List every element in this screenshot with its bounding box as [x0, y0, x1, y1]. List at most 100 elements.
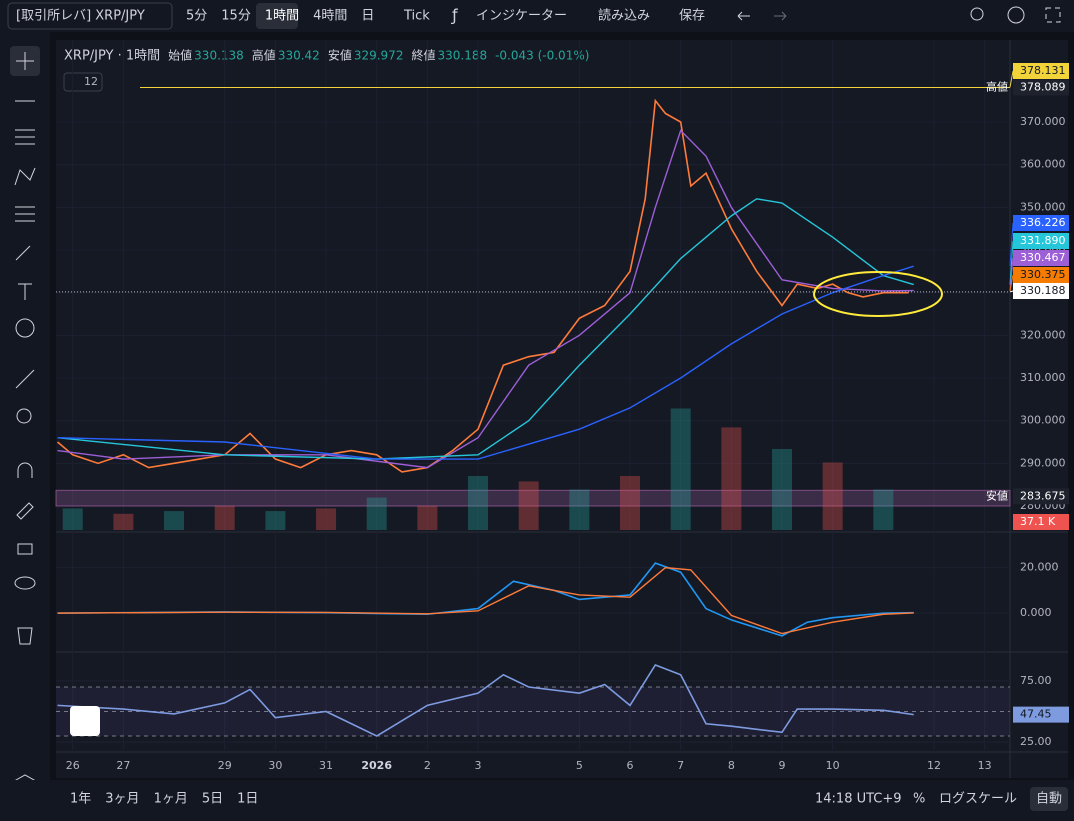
save-button[interactable]: 保存 — [679, 9, 705, 24]
brush-tool[interactable] — [15, 245, 31, 261]
interval-button[interactable]: 15分 — [221, 9, 251, 24]
symbol-box[interactable] — [7, 2, 173, 30]
volume-bar — [164, 511, 185, 530]
indicator-count[interactable]: 12 — [84, 75, 98, 88]
lock-draw-tool[interactable] — [16, 502, 34, 520]
fib-tool[interactable] — [15, 129, 35, 145]
fullscreen-icon[interactable] — [1045, 7, 1061, 23]
y-tick-label: 300.000 — [1020, 414, 1066, 427]
badge-anchor — [1009, 257, 1014, 291]
cross-tool[interactable] — [16, 52, 34, 70]
lock-tool[interactable] — [17, 543, 33, 555]
x-tick-label: 31 — [319, 759, 333, 772]
volume-bar — [721, 427, 742, 530]
magnet-tool[interactable] — [17, 462, 33, 478]
legend-close-label: 終値 — [411, 48, 435, 63]
range-button[interactable]: 3ヶ月 — [105, 792, 139, 807]
price-badge-label: 378.131 — [1020, 64, 1066, 77]
ruler-tool[interactable] — [15, 369, 35, 389]
auto-bg — [1030, 787, 1068, 811]
range-button[interactable]: 1日 — [237, 792, 258, 807]
redo-icon[interactable] — [774, 11, 787, 21]
low-line-badge-label: 283.675 — [1020, 489, 1066, 502]
load-button[interactable]: 読み込み — [598, 8, 650, 24]
volume-bar — [316, 508, 337, 530]
percent-button[interactable]: % — [913, 792, 925, 807]
trash-tool[interactable] — [17, 627, 33, 645]
emoji-tool[interactable] — [15, 318, 35, 338]
volume-bar — [569, 489, 590, 530]
pattern-tool[interactable] — [14, 167, 36, 186]
series-line — [57, 663, 914, 737]
active-interval-bg — [256, 3, 298, 29]
price-badge — [1013, 250, 1069, 266]
eye-tool[interactable] — [14, 576, 36, 590]
volume-bar — [366, 497, 387, 530]
x-tick-label: 7 — [677, 759, 684, 772]
price-badge — [1013, 215, 1069, 231]
volume-bar — [214, 505, 235, 530]
indicator-toggle[interactable] — [63, 72, 103, 92]
legend-title: XRP/JPY · 1時間 — [64, 49, 160, 64]
x-tick-label: 26 — [66, 759, 80, 772]
auto-button[interactable]: 自動 — [1036, 792, 1062, 807]
symbol[interactable]: [取引所レバ] XRP/JPY — [16, 9, 145, 24]
undo-icon[interactable] — [737, 11, 750, 21]
interval-button[interactable]: 日 — [361, 9, 374, 24]
y-tick-label: 350.000 — [1020, 200, 1066, 213]
interval-button[interactable]: 4時間 — [313, 9, 347, 24]
x-tick-label: 27 — [116, 759, 130, 772]
interval-button[interactable]: 1時間 — [265, 9, 299, 24]
legend-close: 330.188 — [437, 49, 487, 63]
price-badge-label: 336.226 — [1020, 216, 1066, 229]
legend-open: 330.138 — [194, 49, 244, 63]
range-button[interactable]: 5日 — [202, 792, 223, 807]
series-line — [57, 566, 914, 635]
logo — [70, 706, 100, 736]
volume-bar — [518, 481, 539, 530]
range-button[interactable]: 1ヶ月 — [154, 792, 188, 807]
x-tick-label: 10 — [826, 759, 840, 772]
badge-anchor — [1009, 70, 1014, 88]
volume-bar — [873, 489, 894, 530]
tick-button[interactable]: Tick — [403, 9, 430, 24]
log-button[interactable]: ログスケール — [939, 792, 1017, 807]
legend-low: 329.972 — [354, 49, 404, 63]
settings-icon[interactable] — [1007, 6, 1025, 24]
price-badge — [1013, 63, 1069, 79]
x-tick-label: 2026 — [361, 759, 392, 772]
x-tick-label: 2 — [424, 759, 431, 772]
x-tick-label: 13 — [978, 759, 992, 772]
bottom-bar — [0, 780, 1074, 821]
high-line-name: 高値 — [986, 79, 1008, 93]
volume-bar — [468, 476, 489, 530]
range-button[interactable]: 1年 — [70, 792, 91, 807]
interval-button[interactable]: 5分 — [186, 9, 207, 24]
legend-change: -0.043 (-0.01%) — [495, 49, 589, 63]
low-band — [55, 489, 1011, 507]
high-line-badge — [1013, 79, 1069, 96]
x-tick-label: 3 — [475, 759, 482, 772]
search-icon[interactable] — [970, 7, 984, 21]
y-tick-label: 75.00 — [1020, 674, 1052, 687]
annotation-ellipse — [813, 271, 943, 317]
volume-bar — [822, 462, 843, 530]
x-tick-label: 30 — [268, 759, 282, 772]
volume-bar — [417, 505, 438, 530]
badge-anchor — [1009, 274, 1014, 292]
x-tick-label: 9 — [779, 759, 786, 772]
y-tick-label: 20.000 — [1020, 561, 1059, 574]
top-toolbar — [0, 0, 1074, 32]
price-badge-label: 330.375 — [1020, 268, 1066, 281]
volume-bar — [265, 511, 286, 530]
high-line-badge-label: 378.089 — [1020, 80, 1066, 93]
zoom-tool[interactable] — [16, 408, 32, 424]
legend-open-label: 始値 — [168, 48, 192, 63]
fx-icon[interactable]: ƒ — [450, 6, 458, 25]
x-tick-label: 6 — [627, 759, 634, 772]
indicator-button[interactable]: インジケーター — [476, 9, 567, 24]
text-tool[interactable] — [18, 283, 32, 300]
left-toolbar — [0, 32, 50, 821]
projection-tool[interactable] — [15, 206, 35, 222]
y-tick-label: 290.000 — [1020, 456, 1066, 469]
